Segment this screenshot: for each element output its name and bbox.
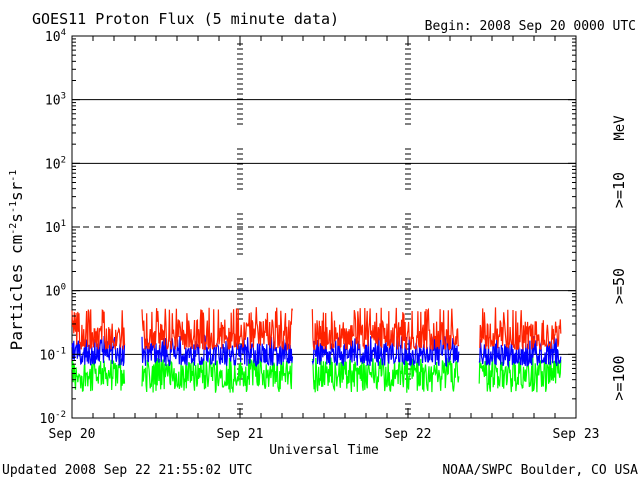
begin-label: Begin: 2008 Sep 20 0000 UTC bbox=[425, 19, 636, 34]
legend-ge100: >=100 bbox=[610, 355, 628, 400]
x-tick-label-0: Sep 20 bbox=[49, 427, 96, 442]
y-tick-label-0: 10-2 bbox=[40, 410, 67, 427]
y-tick-label-4: 102 bbox=[45, 155, 66, 172]
y-axis-label: Particles cm-2s-1sr-1 bbox=[7, 170, 26, 351]
legend-ge10: >=10 bbox=[610, 172, 628, 208]
y-tick-label-6: 104 bbox=[45, 28, 66, 45]
legend-unit: MeV bbox=[612, 115, 628, 141]
chart-title: GOES11 Proton Flux (5 minute data) bbox=[32, 10, 339, 28]
footer-updated: Updated 2008 Sep 22 21:55:02 UTC bbox=[2, 463, 252, 478]
x-tick-label-3: Sep 23 bbox=[553, 427, 600, 442]
legend-ge50: >=50 bbox=[610, 268, 628, 304]
y-tick-label-5: 103 bbox=[45, 92, 66, 109]
y-tick-label-1: 10-1 bbox=[40, 346, 67, 363]
x-axis-label: Universal Time bbox=[269, 443, 379, 458]
series-line-ge10 bbox=[71, 307, 562, 352]
series-line-ge100 bbox=[71, 356, 562, 393]
footer-source: NOAA/SWPC Boulder, CO USA bbox=[442, 463, 638, 478]
y-tick-label-2: 100 bbox=[45, 283, 66, 300]
x-axis-ticks: Sep 20 Sep 21 Sep 22 Sep 23 bbox=[49, 36, 600, 442]
y-tick-label-3: 101 bbox=[45, 219, 66, 236]
x-tick-label-2: Sep 22 bbox=[385, 427, 432, 442]
x-tick-label-1: Sep 21 bbox=[217, 427, 264, 442]
y-axis-ticks: 10-2 10-1 100 101 102 103 104 bbox=[40, 28, 576, 427]
threshold-lines bbox=[72, 99, 576, 355]
series-layer bbox=[71, 307, 562, 393]
